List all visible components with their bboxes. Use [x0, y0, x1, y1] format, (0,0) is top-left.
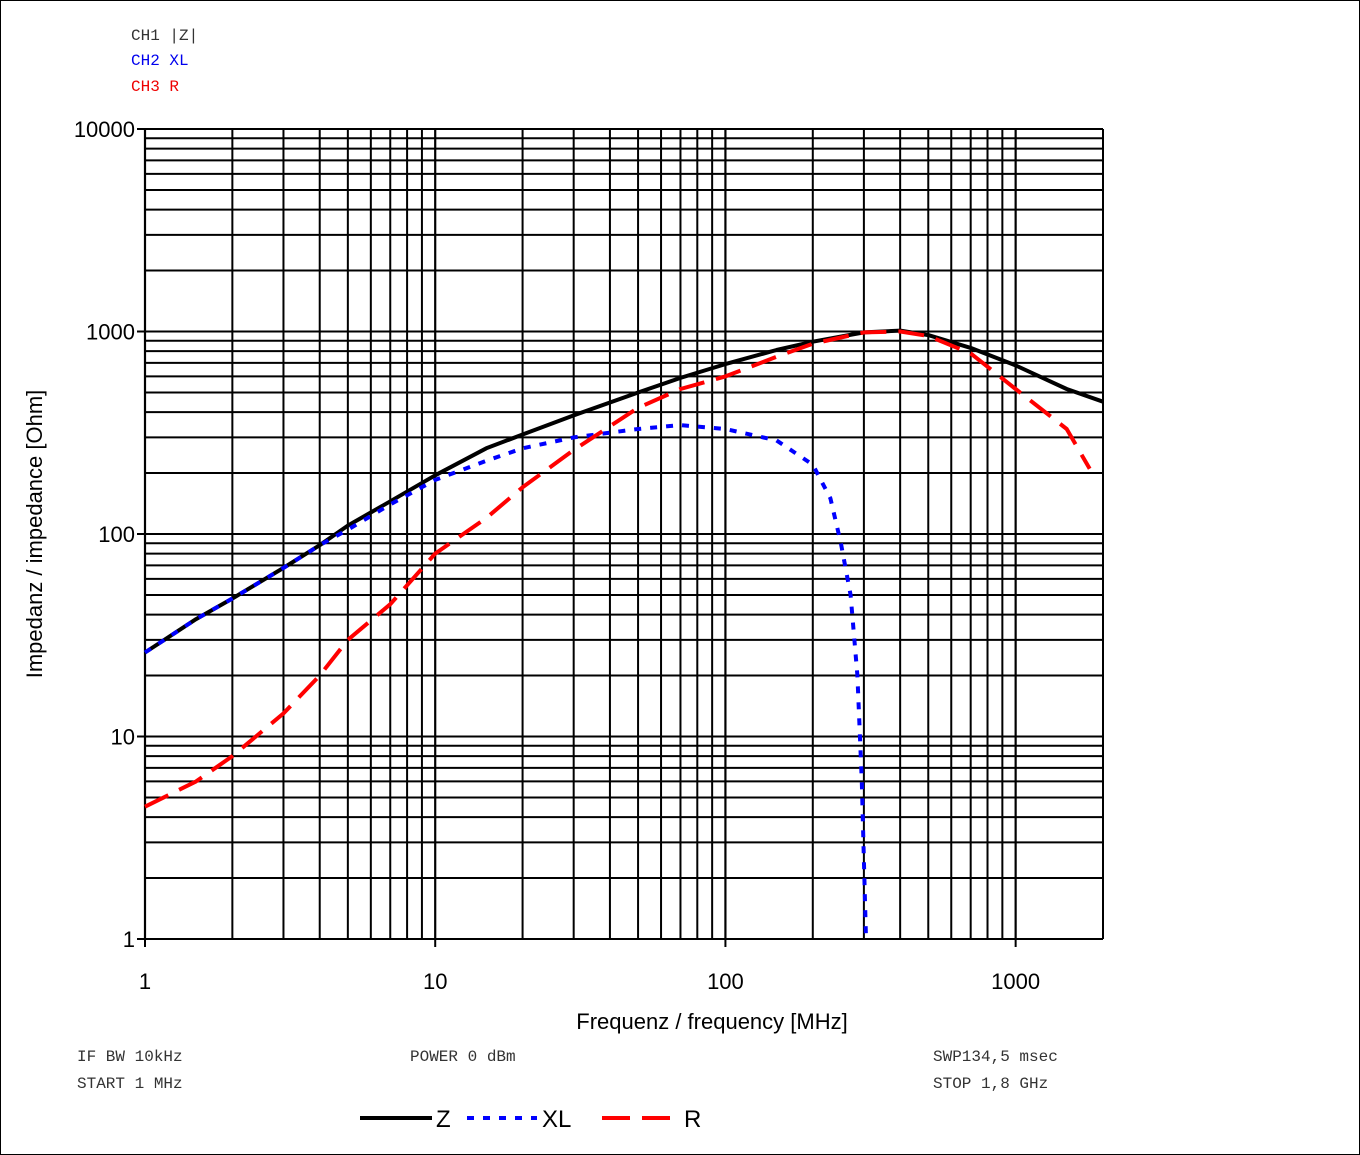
legend-label-r: R — [684, 1106, 701, 1133]
y-tick-label: 1000 — [86, 320, 135, 345]
stop-frequency-label: STOP 1,8 GHz — [933, 1075, 1048, 1093]
start-frequency-label: START 1 MHz — [77, 1075, 183, 1093]
y-tick-label: 100 — [98, 522, 135, 547]
y-tick-label: 10 — [111, 725, 135, 750]
channel-label-ch2: CH2 XL — [131, 52, 189, 70]
x-tick-label: 1 — [139, 969, 151, 994]
x-tick-label: 1000 — [991, 969, 1040, 994]
series-line-r — [144, 329, 1092, 809]
legend-label-z: Z — [436, 1106, 451, 1133]
channel-label-ch1: CH1 |Z| — [131, 27, 198, 45]
y-tick-label: 10000 — [74, 117, 135, 142]
series-line-xl — [143, 423, 868, 940]
x-tick-label: 100 — [707, 969, 744, 994]
legend: Z XL R — [360, 1106, 701, 1133]
y-tick-label: 1 — [123, 927, 135, 952]
series-layer — [143, 328, 1104, 940]
legend-label-xl: XL — [542, 1106, 571, 1133]
power-label: POWER 0 dBm — [410, 1048, 516, 1066]
sweep-time-label: SWP134,5 msec — [933, 1048, 1058, 1066]
x-axis-label: Frequenz / frequency [MHz] — [576, 1009, 847, 1034]
if-bandwidth-label: IF BW 10kHz — [77, 1048, 183, 1066]
x-tick-label: 10 — [423, 969, 447, 994]
grid-layer — [143, 128, 1104, 940]
series-line-z — [143, 328, 1104, 655]
channel-label-ch3: CH3 R — [131, 78, 179, 96]
tick-labels: 1 10 100 1000 1 10 100 1000 10000 — [74, 117, 1040, 994]
y-axis-label: Impedanz / impedance [Ohm] — [22, 390, 47, 679]
